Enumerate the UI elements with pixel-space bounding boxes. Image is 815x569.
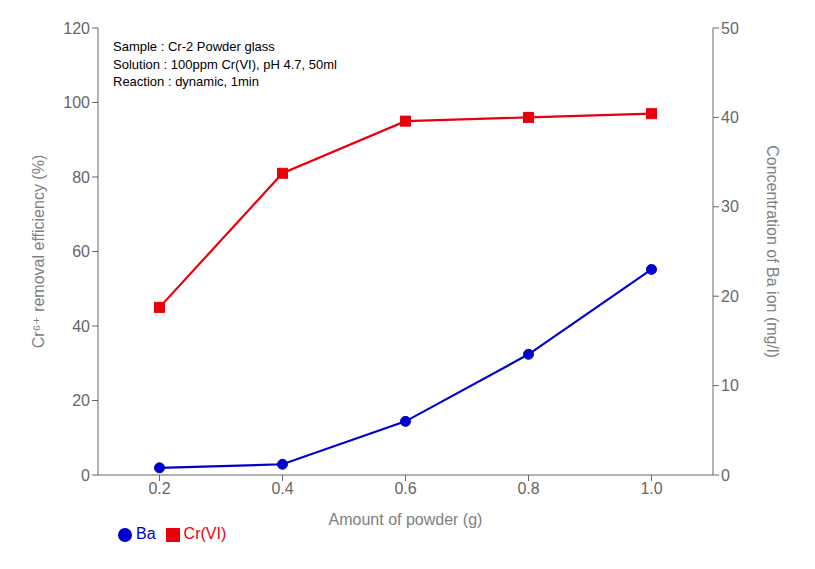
html-text:Cr(VI): Cr(VI) [183,525,227,542]
svg-text:30: 30 [721,198,739,215]
svg-text:0.6: 0.6 [394,480,416,497]
svg-text:50: 50 [721,20,739,37]
svg-text:60: 60 [72,243,90,260]
svg-text:0.4: 0.4 [271,480,293,497]
svg-text:80: 80 [72,169,90,186]
svg-text:10: 10 [721,377,739,394]
svg-text:0.8: 0.8 [517,480,539,497]
svg-text:20: 20 [721,288,739,305]
svg-text:1.0: 1.0 [640,480,662,497]
svg-text:100: 100 [63,94,90,111]
html-text:Sample : Cr-2 Powder glass Sol: Sample : Cr-2 Powder glass Solution : 10… [113,39,337,90]
svg-text:0: 0 [81,467,90,484]
svg-text:40: 40 [72,318,90,335]
svg-text:40: 40 [721,109,739,126]
svg-text:0: 0 [721,467,730,484]
svg-text:0.2: 0.2 [148,480,170,497]
svg-text:Cr⁶⁺ removal efficiency (%): Cr⁶⁺ removal efficiency (%) [30,155,47,348]
svg-text:Concentration of Ba ion (mg/l): Concentration of Ba ion (mg/l) [764,145,781,358]
svg-text:20: 20 [72,392,90,409]
html-text:Ba: Ba [136,525,156,542]
svg-text:Amount of powder (g): Amount of powder (g) [329,511,483,528]
svg-text:120: 120 [63,20,90,37]
